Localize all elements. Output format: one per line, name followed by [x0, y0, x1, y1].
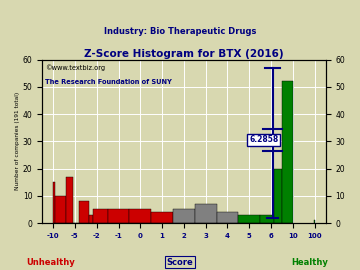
Title: Z-Score Histogram for BTX (2016): Z-Score Histogram for BTX (2016): [84, 49, 284, 59]
Bar: [90, 215, 93, 223]
Bar: [151, 212, 173, 223]
Bar: [238, 215, 260, 223]
Bar: [314, 220, 315, 223]
Bar: [129, 210, 151, 223]
Bar: [282, 81, 293, 223]
Text: Unhealthy: Unhealthy: [26, 258, 75, 266]
Bar: [55, 196, 66, 223]
Bar: [93, 210, 108, 223]
Text: Industry: Bio Therapeutic Drugs: Industry: Bio Therapeutic Drugs: [104, 27, 256, 36]
Text: The Research Foundation of SUNY: The Research Foundation of SUNY: [45, 79, 172, 85]
Text: 6.2858: 6.2858: [249, 136, 279, 144]
Bar: [274, 168, 282, 223]
Bar: [217, 212, 238, 223]
Text: Score: Score: [167, 258, 193, 266]
Bar: [53, 182, 55, 223]
Bar: [66, 177, 73, 223]
Bar: [195, 204, 217, 223]
Bar: [260, 215, 274, 223]
Text: Healthy: Healthy: [291, 258, 328, 266]
Y-axis label: Number of companies (191 total): Number of companies (191 total): [15, 92, 20, 190]
Bar: [78, 201, 90, 223]
Bar: [108, 210, 129, 223]
Text: ©www.textbiz.org: ©www.textbiz.org: [45, 65, 105, 71]
Bar: [173, 210, 195, 223]
